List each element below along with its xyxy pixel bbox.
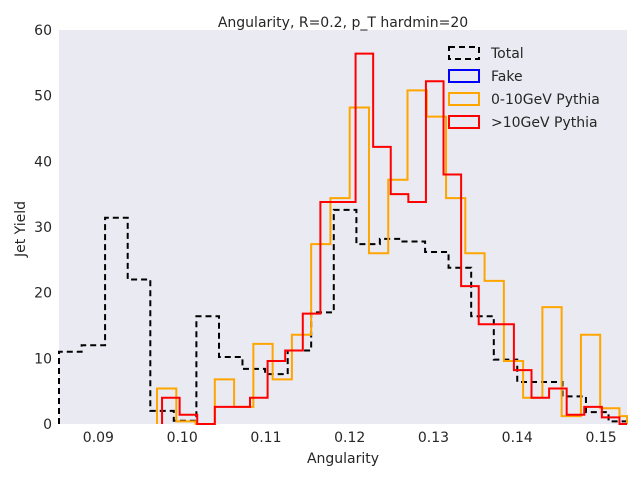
x-axis-label: Angularity [307, 451, 379, 467]
y-tick-label: 50 [34, 89, 52, 105]
x-tick-label: 0.11 [250, 430, 281, 446]
legend-label: 0-10GeV Pythia [491, 92, 600, 108]
y-tick-label: 0 [43, 417, 52, 433]
chart-title: Angularity, R=0.2, p_T hardmin=20 [218, 15, 468, 31]
legend-swatch [448, 46, 480, 60]
y-tick-label: 30 [34, 220, 52, 236]
series-0-10gev-pythia [156, 89, 628, 425]
y-tick-label: 10 [34, 351, 52, 367]
y-tick-label: 20 [34, 286, 52, 302]
y-tick-labels: 0 10 20 30 40 50 60 [34, 23, 52, 433]
legend-label: >10GeV Pythia [491, 115, 598, 131]
legend-swatch [448, 92, 480, 106]
y-tick-label: 60 [34, 23, 52, 39]
x-tick-label: 0.15 [585, 430, 616, 446]
legend-swatch [448, 115, 480, 129]
series--10gev-pythia [161, 52, 627, 425]
legend-swatch [448, 69, 480, 83]
series-layer [58, 52, 628, 425]
legend: Total Fake 0-10GeV Pythia >10GeV Pythia [448, 46, 600, 131]
y-axis-label: Jet Yield [13, 201, 29, 258]
x-tick-labels: 0.09 0.10 0.11 0.12 0.13 0.14 0.15 [83, 430, 617, 446]
x-tick-label: 0.10 [167, 430, 198, 446]
x-tick-label: 0.13 [418, 430, 449, 446]
x-tick-label: 0.09 [83, 430, 114, 446]
x-tick-label: 0.12 [334, 430, 365, 446]
plot-area [59, 30, 627, 424]
legend-label: Total [490, 46, 524, 62]
x-tick-label: 0.14 [502, 430, 533, 446]
y-tick-label: 40 [34, 154, 52, 170]
legend-label: Fake [491, 69, 523, 85]
